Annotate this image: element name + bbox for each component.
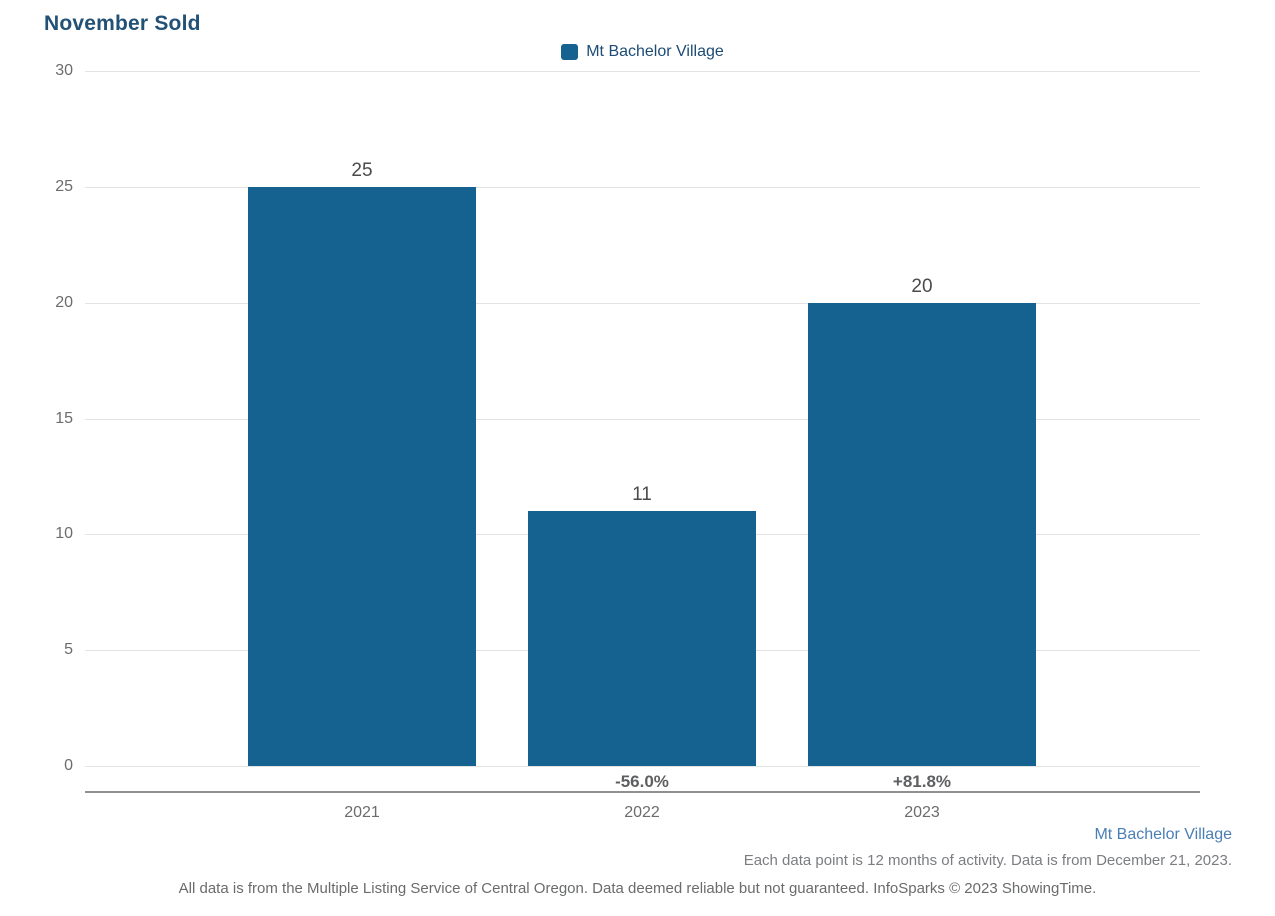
y-axis-tick-label: 0 bbox=[64, 757, 73, 774]
legend-swatch-icon bbox=[561, 44, 579, 60]
footer-series-name: Mt Bachelor Village bbox=[1094, 826, 1232, 843]
bar-value-label: 25 bbox=[351, 160, 373, 181]
pct-change-label: -56.0% bbox=[615, 772, 669, 791]
gridline-y25 bbox=[85, 187, 1200, 188]
x-axis-line bbox=[85, 791, 1200, 793]
gridline-y15 bbox=[85, 419, 1200, 420]
bar-2022[interactable] bbox=[528, 511, 756, 766]
footer-disclaimer: All data is from the Multiple Listing Se… bbox=[178, 880, 1097, 897]
gridline-y30 bbox=[85, 71, 1200, 72]
bar-value-label: 11 bbox=[632, 484, 652, 505]
x-axis-tick-label: 2023 bbox=[904, 804, 940, 821]
y-axis-tick-label: 20 bbox=[55, 294, 73, 311]
y-axis-tick-label: 25 bbox=[55, 178, 73, 195]
gridline-y0 bbox=[85, 766, 1200, 767]
bar-2021[interactable] bbox=[248, 187, 476, 766]
x-axis-tick-label: 2021 bbox=[344, 804, 380, 821]
y-axis-tick-label: 30 bbox=[55, 62, 73, 79]
gridline-y20 bbox=[85, 303, 1200, 304]
y-axis-tick-label: 5 bbox=[64, 641, 73, 658]
bar-2023[interactable] bbox=[808, 303, 1036, 766]
pct-change-label: +81.8% bbox=[892, 772, 952, 791]
bar-value-label: 20 bbox=[911, 276, 933, 297]
y-axis-tick-label: 15 bbox=[55, 410, 73, 427]
chart-title: November Sold bbox=[44, 12, 201, 35]
legend-label: Mt Bachelor Village bbox=[586, 43, 724, 60]
x-axis-tick-label: 2022 bbox=[624, 804, 660, 821]
legend[interactable]: Mt Bachelor Village bbox=[85, 43, 1200, 61]
footer-data-note: Each data point is 12 months of activity… bbox=[743, 852, 1232, 869]
y-axis-tick-label: 10 bbox=[55, 525, 73, 542]
